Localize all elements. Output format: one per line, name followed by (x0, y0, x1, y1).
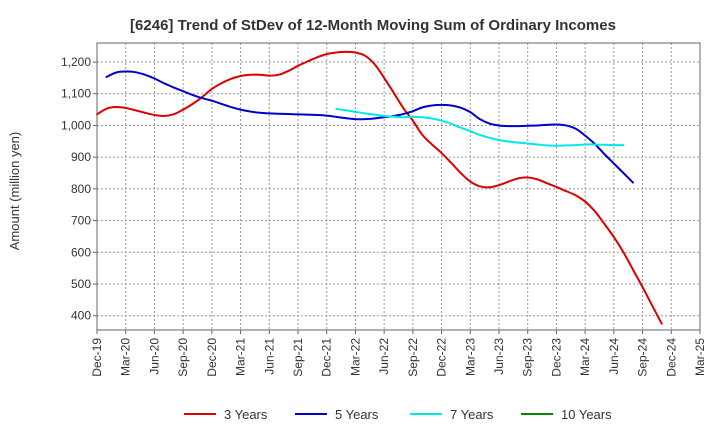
x-tick-label: Mar-20 (119, 338, 133, 376)
y-axis: 400 500 600 700 800 900 1,000 1,100 1,200 (61, 55, 97, 323)
legend-label: 5 Years (335, 407, 379, 422)
x-tick-label: Dec-22 (435, 338, 449, 377)
plot-background (97, 43, 700, 330)
x-tick-label: Jun-21 (262, 338, 276, 375)
x-tick-label: Mar-24 (578, 338, 592, 376)
x-tick-label: Sep-21 (291, 338, 305, 377)
y-tick-label: 1,200 (61, 55, 91, 69)
x-tick-label: Dec-19 (90, 338, 104, 377)
x-tick-label: Jun-22 (377, 338, 391, 375)
x-tick-label: Sep-22 (406, 338, 420, 377)
x-tick-label: Sep-20 (176, 338, 190, 377)
chart-title: [6246] Trend of StDev of 12-Month Moving… (130, 17, 616, 34)
x-tick-label: Dec-20 (205, 338, 219, 377)
y-axis-label: Amount (million yen) (7, 132, 22, 251)
x-tick-label: Jun-24 (607, 338, 621, 375)
y-tick-label: 1,100 (61, 87, 91, 101)
y-tick-label: 900 (71, 150, 91, 164)
legend-item-7-years: 7 Years (410, 407, 494, 422)
plot-border (96, 42, 701, 331)
y-tick-label: 500 (71, 277, 91, 291)
x-tick-label: Mar-25 (693, 338, 707, 376)
legend-label: 7 Years (450, 407, 494, 422)
y-tick-label: 700 (71, 214, 91, 228)
legend-item-3-years: 3 Years (184, 407, 268, 422)
legend: 3 Years 5 Years 7 Years 10 Years (184, 407, 612, 422)
x-tick-label: Mar-23 (463, 338, 477, 376)
x-tick-label: Mar-22 (348, 338, 362, 376)
x-tick-label: Jun-23 (492, 338, 506, 375)
y-tick-label: 400 (71, 309, 91, 323)
x-tick-label: Sep-24 (636, 338, 650, 377)
legend-item-5-years: 5 Years (295, 407, 379, 422)
plot-area (96, 42, 701, 331)
x-tick-label: Mar-21 (234, 338, 248, 376)
y-tick-label: 1,000 (61, 118, 91, 132)
legend-label: 10 Years (561, 407, 612, 422)
x-tick-label: Dec-23 (549, 338, 563, 377)
legend-label: 3 Years (224, 407, 268, 422)
series-line-7-years (335, 107, 625, 147)
series-lines (96, 50, 663, 325)
series-line-3-years (96, 50, 663, 325)
x-tick-label: Jun-20 (147, 338, 161, 375)
legend-item-10-years: 10 Years (521, 407, 612, 422)
x-tick-label: Dec-21 (320, 338, 334, 377)
x-axis: Dec-19 Mar-20 Jun-20 Sep-20 Dec-20 Mar-21 Jun-… (90, 330, 707, 377)
x-tick-label: Sep-23 (521, 338, 535, 377)
y-tick-label: 800 (71, 182, 91, 196)
y-tick-label: 600 (71, 245, 91, 259)
series-line-5-years (105, 70, 634, 184)
x-tick-label: Dec-24 (664, 338, 678, 377)
grid (97, 43, 700, 330)
